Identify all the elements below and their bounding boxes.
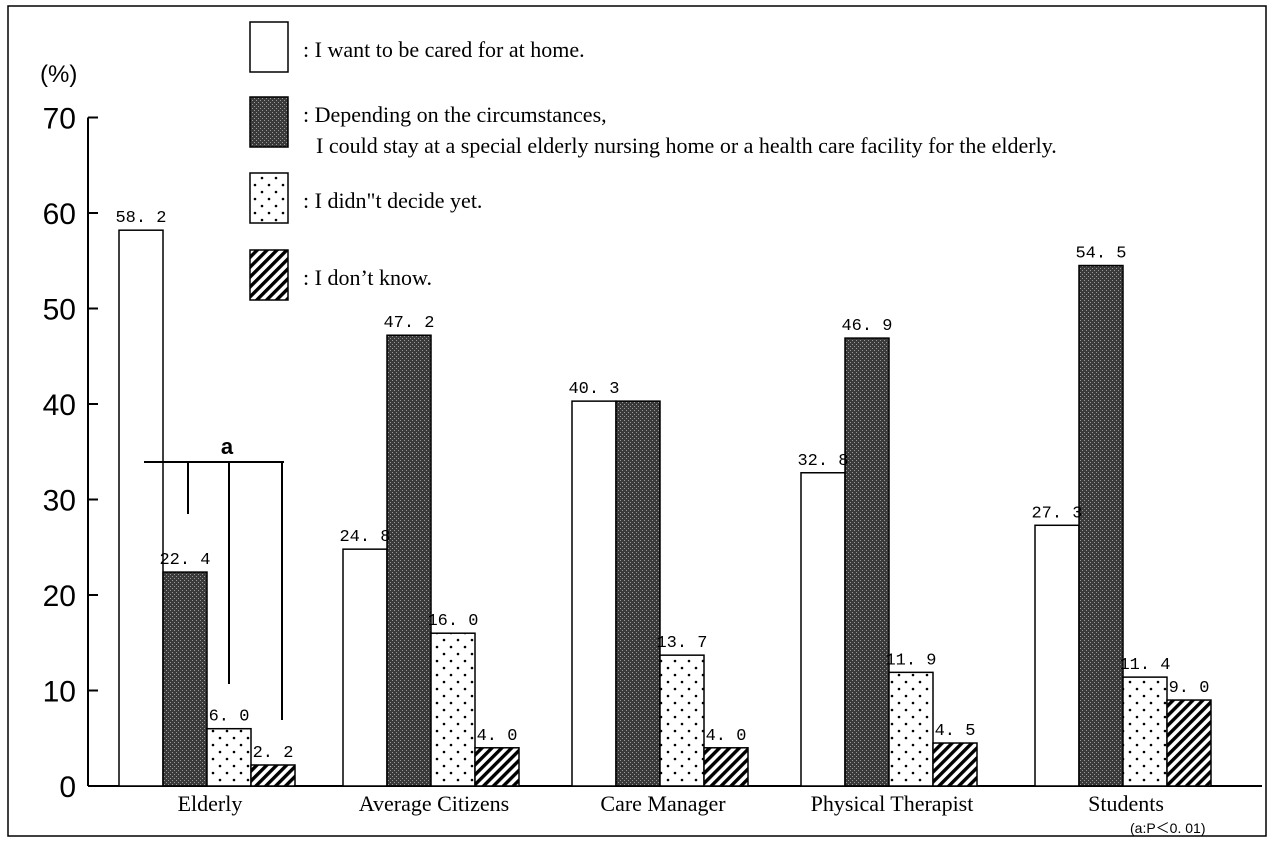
bar-value-label: 58. 2	[115, 209, 166, 228]
y-tick-label: 60	[43, 198, 76, 231]
bar	[1166, 699, 1212, 787]
bar	[571, 400, 617, 787]
y-tick-label: 10	[43, 676, 76, 709]
legend-label: : I didn"t decide yet.	[303, 188, 482, 213]
x-category-label: Physical Therapist	[811, 791, 974, 816]
bar	[888, 671, 934, 787]
bar	[250, 764, 296, 787]
legend: : I want to be cared for at home. : Depen…	[249, 21, 1057, 301]
legend-label: : Depending on the circumstances,	[303, 102, 607, 127]
bar-value-label: 54. 5	[1075, 245, 1126, 264]
bar	[703, 747, 749, 787]
x-category-label: Average Citizens	[359, 791, 509, 816]
bar-value-label: 11. 4	[1119, 656, 1170, 675]
significance-bracket: a	[144, 434, 284, 720]
bar	[118, 229, 164, 787]
bar-value-label: 16. 0	[427, 612, 478, 631]
chart-frame	[7, 5, 1267, 837]
legend-swatch	[249, 172, 289, 224]
bar-value-label: 27. 3	[1031, 504, 1082, 523]
bar-value-label: 46. 9	[841, 317, 892, 336]
bar-value-label: 4. 0	[706, 727, 747, 746]
y-tick-label: 20	[43, 580, 76, 613]
bar	[932, 742, 978, 787]
bar	[1078, 264, 1124, 787]
bar	[615, 400, 661, 787]
bar	[1122, 676, 1168, 787]
bar	[844, 337, 890, 787]
x-category-label: Care Manager	[600, 791, 726, 816]
bar	[430, 632, 476, 787]
bar-value-label: 9. 0	[1169, 679, 1210, 698]
y-tick-label: 70	[43, 103, 76, 136]
legend-label-line2: I could stay at a special elderly nursin…	[316, 133, 1057, 158]
footnote: (a:P＜0. 01)	[1130, 820, 1205, 836]
bars	[118, 229, 1212, 787]
bar-value-label: 22. 4	[159, 551, 210, 570]
significance-label: a	[221, 434, 234, 459]
legend-swatch	[249, 249, 289, 301]
bar-labels: 58. 2 24. 8 40. 3 32. 8 27. 3 22. 4 47. 2 46. 9…	[115, 209, 1209, 763]
bar	[342, 548, 388, 787]
legend-swatch	[249, 21, 289, 73]
bar-value-label: 4. 5	[935, 722, 976, 741]
y-tick-label: 30	[43, 485, 76, 518]
bar-value-label: 13. 7	[656, 634, 707, 653]
bar-value-label: 11. 9	[885, 651, 936, 670]
bar-value-label: 2. 2	[253, 744, 294, 763]
y-tick-label: 0	[59, 771, 76, 804]
legend-label: : I want to be cared for at home.	[303, 37, 585, 62]
y-tick-label: 50	[43, 294, 76, 327]
legend-label: : I don’t know.	[303, 265, 432, 290]
bar	[800, 472, 846, 787]
bar-value-label: 24. 8	[339, 528, 390, 547]
bar-value-label: 32. 8	[797, 452, 848, 471]
bar	[659, 654, 705, 787]
axes: 0 10 20 30 40 50 60 70 Elderly Average Citizens Ca…	[43, 103, 1262, 816]
x-category-label: Students	[1088, 791, 1164, 816]
bar	[474, 747, 520, 787]
bar-value-label: 47. 2	[383, 314, 434, 333]
bar	[162, 571, 208, 787]
y-axis-label: (%)	[40, 61, 77, 88]
bar-value-label: 6. 0	[209, 708, 250, 727]
bar	[206, 727, 252, 787]
bar	[386, 334, 432, 787]
x-category-label: Elderly	[178, 791, 243, 816]
bar	[1034, 524, 1080, 787]
bar-value-label: 4. 0	[477, 727, 518, 746]
bar-value-label: 40. 3	[568, 380, 619, 399]
y-tick-label: 40	[43, 389, 76, 422]
legend-swatch	[249, 96, 289, 148]
